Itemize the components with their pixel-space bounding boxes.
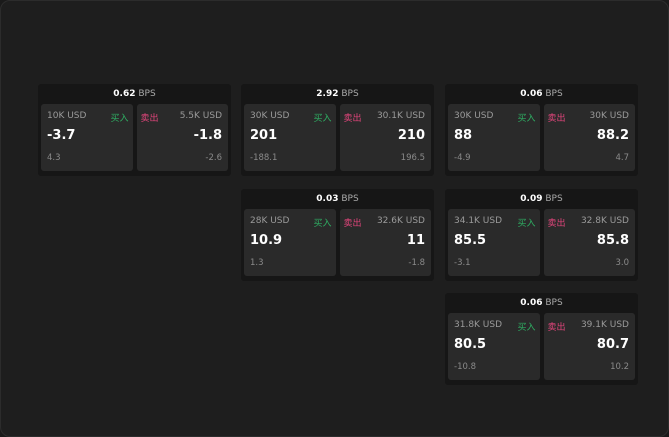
ask-delta: 4.7 bbox=[615, 153, 629, 163]
spread-header: 2.92 BPS bbox=[241, 84, 434, 104]
ask-delta: 10.2 bbox=[610, 362, 629, 372]
buy-button[interactable]: 31.8K USD 买入 80.5 -10.8 bbox=[448, 313, 540, 380]
bid-delta: -10.8 bbox=[454, 362, 476, 372]
spread-value: 0.09 bbox=[520, 194, 543, 204]
spread-unit: BPS bbox=[341, 194, 359, 204]
sell-button[interactable]: 卖出 30K USD 88.2 4.7 bbox=[543, 104, 635, 171]
spread-value: 2.92 bbox=[316, 89, 339, 99]
bid-size: 31.8K USD bbox=[454, 320, 503, 330]
spread-header: 0.06 BPS bbox=[445, 84, 638, 104]
bid-delta: 4.3 bbox=[47, 153, 61, 163]
bid-delta: -3.1 bbox=[454, 258, 471, 268]
spread-value: 0.06 bbox=[520, 89, 543, 99]
quote-panel: 0.06 BPS 30K USD 买入 88 -4.9 卖出 30K USD 8… bbox=[445, 84, 638, 176]
spread-unit: BPS bbox=[138, 89, 156, 99]
ask-price: 85.8 bbox=[596, 233, 629, 248]
spread-unit: BPS bbox=[545, 89, 563, 99]
ask-size: 5.5K USD bbox=[179, 111, 222, 121]
bid-size: 30K USD bbox=[250, 111, 290, 121]
sell-button[interactable]: 卖出 39.1K USD 80.7 10.2 bbox=[543, 313, 635, 380]
bid-price: 85.5 bbox=[454, 233, 487, 248]
buy-button[interactable]: 28K USD 买入 10.9 1.3 bbox=[244, 209, 336, 276]
ask-size: 30.1K USD bbox=[376, 111, 425, 121]
bid-price: 80.5 bbox=[454, 337, 487, 352]
ask-delta: 3.0 bbox=[615, 258, 629, 268]
buy-label: 买入 bbox=[517, 219, 536, 229]
spread-value: 0.06 bbox=[520, 298, 543, 308]
buy-label: 买入 bbox=[517, 323, 536, 333]
ask-price: 88.2 bbox=[596, 128, 629, 143]
quote-panel: 0.62 BPS 10K USD 买入 -3.7 4.3 卖出 5.5K USD… bbox=[38, 84, 231, 176]
buy-label: 买入 bbox=[517, 114, 536, 124]
bid-size: 30K USD bbox=[454, 111, 494, 121]
ask-price: -1.8 bbox=[193, 128, 222, 143]
buy-button[interactable]: 10K USD 买入 -3.7 4.3 bbox=[41, 104, 133, 171]
ask-price: 210 bbox=[397, 128, 425, 143]
sell-label: 卖出 bbox=[547, 219, 566, 229]
ask-size: 39.1K USD bbox=[580, 320, 629, 330]
bid-price: 201 bbox=[250, 128, 278, 143]
bid-delta: -188.1 bbox=[250, 153, 278, 163]
spread-unit: BPS bbox=[545, 194, 563, 204]
ask-delta: -1.8 bbox=[408, 258, 425, 268]
sell-label: 卖出 bbox=[343, 219, 362, 229]
quote-panel: 0.03 BPS 28K USD 买入 10.9 1.3 卖出 32.6K US… bbox=[241, 189, 434, 281]
quote-panel: 0.09 BPS 34.1K USD 买入 85.5 -3.1 卖出 32.8K… bbox=[445, 189, 638, 281]
ask-size: 30K USD bbox=[589, 111, 629, 121]
bid-delta: -4.9 bbox=[454, 153, 471, 163]
spread-value: 0.62 bbox=[113, 89, 136, 99]
bid-price: 10.9 bbox=[250, 233, 283, 248]
sell-button[interactable]: 卖出 32.6K USD 11 -1.8 bbox=[339, 209, 431, 276]
sell-button[interactable]: 卖出 30.1K USD 210 196.5 bbox=[339, 104, 431, 171]
buy-label: 买入 bbox=[110, 114, 129, 124]
spread-unit: BPS bbox=[341, 89, 359, 99]
sell-button[interactable]: 卖出 5.5K USD -1.8 -2.6 bbox=[136, 104, 228, 171]
sell-label: 卖出 bbox=[547, 114, 566, 124]
buy-label: 买入 bbox=[313, 114, 332, 124]
bid-size: 10K USD bbox=[47, 111, 87, 121]
spread-value: 0.03 bbox=[316, 194, 339, 204]
buy-button[interactable]: 30K USD 买入 201 -188.1 bbox=[244, 104, 336, 171]
ask-price: 11 bbox=[406, 233, 425, 248]
bid-size: 34.1K USD bbox=[454, 216, 503, 226]
bid-price: 88 bbox=[454, 128, 473, 143]
sell-label: 卖出 bbox=[547, 323, 566, 333]
ask-delta: 196.5 bbox=[400, 153, 425, 163]
buy-button[interactable]: 30K USD 买入 88 -4.9 bbox=[448, 104, 540, 171]
sell-label: 卖出 bbox=[343, 114, 362, 124]
spread-header: 0.62 BPS bbox=[38, 84, 231, 104]
spread-unit: BPS bbox=[545, 298, 563, 308]
spread-header: 0.03 BPS bbox=[241, 189, 434, 209]
ask-size: 32.8K USD bbox=[580, 216, 629, 226]
spread-header: 0.09 BPS bbox=[445, 189, 638, 209]
quote-panel: 2.92 BPS 30K USD 买入 201 -188.1 卖出 30.1K … bbox=[241, 84, 434, 176]
ask-price: 80.7 bbox=[596, 337, 629, 352]
sell-button[interactable]: 卖出 32.8K USD 85.8 3.0 bbox=[543, 209, 635, 276]
ask-size: 32.6K USD bbox=[376, 216, 425, 226]
buy-label: 买入 bbox=[313, 219, 332, 229]
buy-button[interactable]: 34.1K USD 买入 85.5 -3.1 bbox=[448, 209, 540, 276]
bid-size: 28K USD bbox=[250, 216, 290, 226]
bid-price: -3.7 bbox=[47, 128, 76, 143]
bid-delta: 1.3 bbox=[250, 258, 264, 268]
ask-delta: -2.6 bbox=[205, 153, 222, 163]
quote-panel: 0.06 BPS 31.8K USD 买入 80.5 -10.8 卖出 39.1… bbox=[445, 293, 638, 385]
sell-label: 卖出 bbox=[140, 114, 159, 124]
spread-header: 0.06 BPS bbox=[445, 293, 638, 313]
